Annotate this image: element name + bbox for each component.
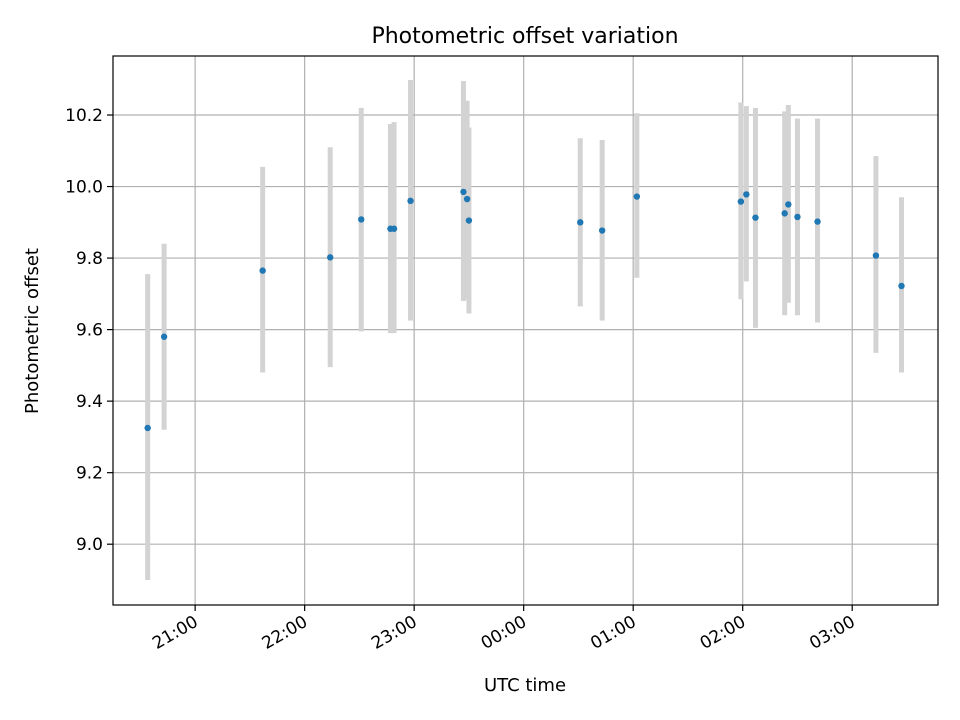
y-tick-label: 10.0: [65, 178, 103, 198]
data-point: [577, 219, 584, 226]
data-point: [358, 216, 365, 223]
data-point: [898, 282, 905, 290]
data-point: [794, 213, 801, 221]
plot-frame: [112, 55, 939, 606]
data-point: [633, 193, 641, 200]
y-tick-label: 9.4: [76, 392, 103, 412]
data-point: [160, 333, 168, 340]
data-point: [463, 195, 471, 203]
data-point: [737, 198, 745, 205]
chart-title: Photometric offset variation: [371, 24, 678, 49]
data-points: [144, 188, 905, 432]
y-axis-label: Photometric offset: [22, 248, 43, 414]
data-point: [752, 214, 759, 221]
data-point: [785, 201, 792, 208]
data-point: [259, 267, 266, 274]
y-tick-label: 9.0: [76, 535, 103, 555]
y-tick-label: 9.6: [76, 321, 103, 341]
data-point: [598, 227, 606, 234]
data-point: [144, 424, 151, 432]
data-point: [743, 191, 750, 198]
data-point: [460, 188, 467, 196]
data-point: [407, 197, 414, 205]
data-point: [465, 217, 473, 224]
data-point: [872, 252, 880, 259]
data-point: [781, 210, 788, 217]
data-point: [327, 254, 334, 261]
data-point: [390, 225, 398, 232]
y-tick-label: 9.8: [76, 249, 103, 269]
y-tick-label: 9.2: [76, 464, 103, 484]
data-point: [814, 218, 821, 225]
x-axis-label: UTC time: [484, 675, 566, 696]
y-tick-label: 10.2: [65, 106, 103, 126]
